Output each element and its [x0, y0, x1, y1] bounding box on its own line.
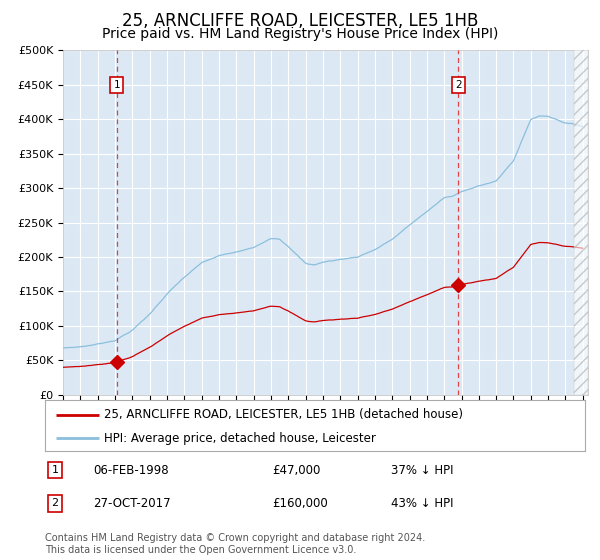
- Text: 37% ↓ HPI: 37% ↓ HPI: [391, 464, 453, 477]
- Text: £47,000: £47,000: [272, 464, 320, 477]
- Text: Price paid vs. HM Land Registry's House Price Index (HPI): Price paid vs. HM Land Registry's House …: [102, 27, 498, 41]
- Text: HPI: Average price, detached house, Leicester: HPI: Average price, detached house, Leic…: [104, 432, 376, 445]
- Text: 27-OCT-2017: 27-OCT-2017: [94, 497, 171, 510]
- Text: Contains HM Land Registry data © Crown copyright and database right 2024.
This d: Contains HM Land Registry data © Crown c…: [45, 533, 425, 555]
- Text: 1: 1: [113, 80, 120, 90]
- Text: 2: 2: [52, 498, 59, 508]
- Text: 1: 1: [52, 465, 58, 475]
- Text: £160,000: £160,000: [272, 497, 328, 510]
- Text: 06-FEB-1998: 06-FEB-1998: [94, 464, 169, 477]
- Text: 25, ARNCLIFFE ROAD, LEICESTER, LE5 1HB (detached house): 25, ARNCLIFFE ROAD, LEICESTER, LE5 1HB (…: [104, 408, 463, 421]
- Text: 2: 2: [455, 80, 462, 90]
- Text: 25, ARNCLIFFE ROAD, LEICESTER, LE5 1HB: 25, ARNCLIFFE ROAD, LEICESTER, LE5 1HB: [122, 12, 478, 30]
- Text: 43% ↓ HPI: 43% ↓ HPI: [391, 497, 453, 510]
